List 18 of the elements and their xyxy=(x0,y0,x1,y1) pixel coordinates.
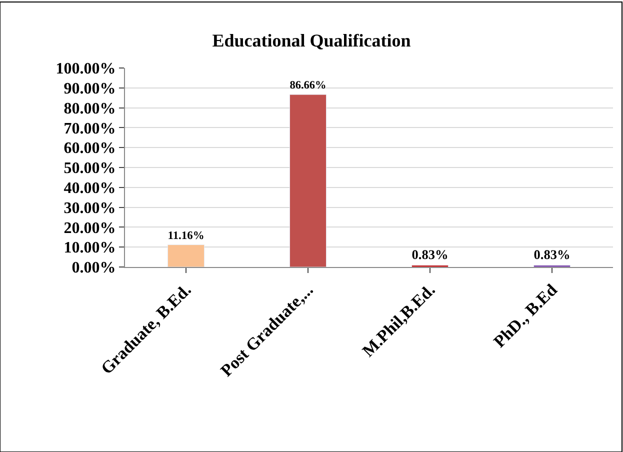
chart-title: Educational Qualification xyxy=(212,30,411,50)
bar xyxy=(167,244,205,267)
y-tick-label: 80.00% xyxy=(64,100,116,118)
data-label: 0.83% xyxy=(412,247,448,262)
y-tick-label: 50.00% xyxy=(64,160,116,178)
y-tick-label: 20.00% xyxy=(64,220,116,237)
y-tick-label: 90.00% xyxy=(64,80,116,98)
y-tick-label: 0.00% xyxy=(72,260,116,277)
y-tick-label: 40.00% xyxy=(64,180,116,197)
bar xyxy=(289,94,327,267)
data-label: 0.83% xyxy=(534,247,570,262)
y-tick-label: 10.00% xyxy=(64,240,116,257)
y-tick-label: 30.00% xyxy=(64,200,116,217)
y-tick-label: 70.00% xyxy=(64,120,116,138)
data-label: 86.66% xyxy=(290,80,326,92)
y-tick-label: 100.00% xyxy=(56,60,116,78)
data-label: 11.16% xyxy=(168,230,204,242)
y-tick-label: 60.00% xyxy=(64,140,116,158)
